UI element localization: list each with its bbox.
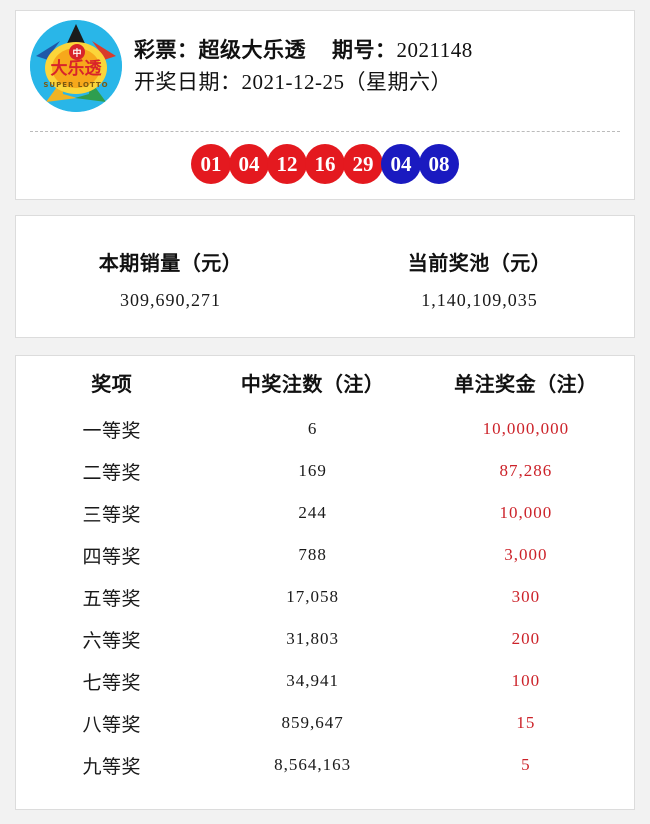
- prize-amount-cell: 3,000: [504, 545, 548, 564]
- winning-count-cell: 6: [307, 419, 318, 438]
- prize-tier-cell: 四等奖: [82, 546, 142, 568]
- prize-amount-cell: 15: [516, 713, 536, 732]
- front-area-ball: 04: [229, 144, 269, 184]
- prize-table-body: 一等奖 6 10,000,000 二等奖 169 87,286 三等奖 244 10,000 四等…: [16, 408, 634, 786]
- front-area-ball: 29: [343, 144, 383, 184]
- prize-amount-header: 单注奖金（注）: [454, 373, 598, 396]
- header-text-block: 彩票：超级大乐透 期号：2021148 开奖日期：2021-12-25（星期六）: [134, 37, 473, 94]
- lottery-name: 超级大乐透: [198, 38, 306, 62]
- winning-numbers-row: 01 04 12 16 29 04 08: [16, 144, 634, 184]
- prize-amount-cell: 100: [511, 671, 541, 690]
- winning-count-cell: 34,941: [286, 671, 339, 690]
- current-pool-value: 1,140,109,035: [421, 289, 538, 310]
- sales-pool-row: 本期销量（元） 309,690,271 当前奖池（元） 1,140,109,035: [16, 216, 634, 337]
- period-sales-value: 309,690,271: [120, 289, 221, 310]
- winning-count-cell: 244: [298, 503, 327, 522]
- sales-pool-card: 本期销量（元） 309,690,271 当前奖池（元） 1,140,109,035: [15, 215, 635, 338]
- prize-amount-cell: 10,000: [499, 503, 553, 522]
- table-row: 五等奖 17,058 300: [16, 576, 634, 618]
- table-row: 三等奖 244 10,000: [16, 492, 634, 534]
- draw-date-value: 2021-12-25（星期六）: [241, 69, 452, 94]
- table-row: 二等奖 169 87,286: [16, 450, 634, 492]
- front-area-ball: 12: [267, 144, 307, 184]
- draw-header-card: 中 大乐透 SUPER LOTTO 彩票：超级大乐透 期号：2021148 开奖日…: [15, 10, 635, 200]
- winning-count-cell: 8,564,163: [274, 755, 352, 774]
- prize-tier-cell: 二等奖: [82, 462, 142, 484]
- winning-count-cell: 169: [298, 461, 327, 480]
- table-row: 八等奖 859,647 15: [16, 702, 634, 744]
- prize-tier-cell: 五等奖: [82, 588, 142, 610]
- back-area-ball: 08: [419, 144, 459, 184]
- svg-text:SUPER LOTTO: SUPER LOTTO: [43, 81, 108, 89]
- prize-tier-cell: 六等奖: [82, 630, 142, 652]
- header-divider: [30, 131, 620, 132]
- prize-tier-cell: 九等奖: [82, 756, 142, 778]
- issue-label: 期号：: [332, 38, 397, 62]
- prize-amount-cell: 87,286: [499, 461, 553, 480]
- front-area-ball: 16: [305, 144, 345, 184]
- back-area-ball: 04: [381, 144, 421, 184]
- prize-table: 奖项 中奖注数（注） 单注奖金（注） 一等奖 6 10,000,000 二等奖 169 87,…: [16, 356, 634, 786]
- current-pool-block: 当前奖池（元） 1,140,109,035: [325, 247, 634, 311]
- svg-text:大乐透: 大乐透: [51, 58, 103, 79]
- svg-text:中: 中: [72, 47, 81, 59]
- table-row: 一等奖 6 10,000,000: [16, 408, 634, 450]
- lottery-label: 彩票：: [134, 38, 199, 62]
- draw-date-line: 开奖日期：2021-12-25（星期六）: [134, 69, 473, 94]
- lottery-and-issue-line: 彩票：超级大乐透 期号：2021148: [134, 37, 473, 62]
- winning-count-cell: 31,803: [286, 629, 339, 648]
- period-sales-block: 本期销量（元） 309,690,271: [16, 247, 325, 311]
- draw-date-label: 开奖日期：: [134, 70, 242, 94]
- prize-amount-cell: 300: [511, 587, 541, 606]
- winning-count-header: 中奖注数（注）: [240, 373, 385, 396]
- issue-number: 2021148: [396, 37, 473, 62]
- header-top-row: 中 大乐透 SUPER LOTTO 彩票：超级大乐透 期号：2021148 开奖日…: [16, 11, 634, 121]
- prize-tier-header: 奖项: [91, 373, 133, 396]
- table-row: 七等奖 34,941 100: [16, 660, 634, 702]
- period-sales-label: 本期销量（元）: [98, 252, 243, 275]
- prize-tier-cell: 一等奖: [82, 420, 142, 442]
- front-area-ball: 01: [191, 144, 231, 184]
- table-row: 九等奖 8,564,163 5: [16, 744, 634, 786]
- table-row: 六等奖 31,803 200: [16, 618, 634, 660]
- prize-tier-cell: 八等奖: [82, 714, 142, 736]
- prize-amount-cell: 5: [521, 755, 531, 774]
- prize-amount-cell: 10,000,000: [482, 419, 570, 438]
- prize-table-header-row: 奖项 中奖注数（注） 单注奖金（注）: [16, 356, 634, 408]
- prize-tier-cell: 七等奖: [82, 672, 142, 694]
- winning-count-cell: 859,647: [281, 713, 344, 732]
- prize-tier-cell: 三等奖: [82, 504, 142, 526]
- prize-amount-cell: 200: [511, 629, 541, 648]
- current-pool-label: 当前奖池（元）: [407, 252, 552, 275]
- table-row: 四等奖 788 3,000: [16, 534, 634, 576]
- prize-breakdown-card: 奖项 中奖注数（注） 单注奖金（注） 一等奖 6 10,000,000 二等奖 169 87,…: [15, 355, 635, 810]
- super-lotto-logo-icon: 中 大乐透 SUPER LOTTO: [30, 20, 122, 112]
- winning-count-cell: 17,058: [286, 587, 339, 606]
- winning-count-cell: 788: [298, 545, 327, 564]
